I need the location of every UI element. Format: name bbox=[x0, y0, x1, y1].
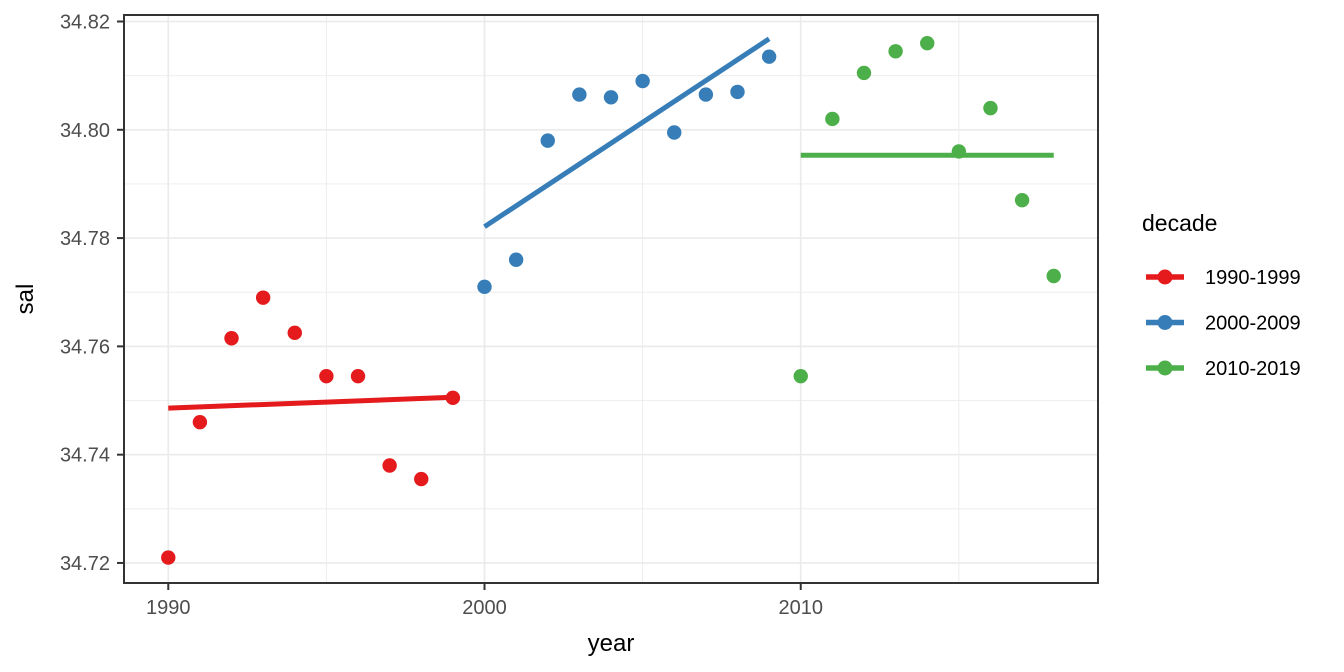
y-tick-label: 34.80 bbox=[60, 120, 110, 142]
trend-line-1990-1999 bbox=[168, 394, 453, 411]
data-point bbox=[192, 414, 208, 430]
legend-key-point bbox=[1157, 360, 1173, 376]
axes: 34.72 34.74 34.76 34.78 34.80 34.82 1990 2000 20… bbox=[60, 11, 823, 619]
legend-title: decade bbox=[1142, 210, 1217, 236]
trend-line-2000-2009 bbox=[483, 36, 771, 229]
data-layer bbox=[161, 35, 1061, 565]
y-tick-label: 34.74 bbox=[60, 445, 110, 467]
data-point bbox=[414, 471, 429, 487]
data-point bbox=[350, 368, 366, 384]
data-point bbox=[287, 325, 302, 341]
data-point bbox=[224, 331, 239, 346]
legend-entry-label: 2010-2019 bbox=[1205, 358, 1301, 380]
data-point bbox=[856, 65, 872, 81]
gridlines bbox=[124, 15, 1098, 583]
x-tick-label: 2000 bbox=[462, 597, 507, 619]
x-axis-title: year bbox=[588, 630, 635, 657]
data-point bbox=[888, 44, 903, 59]
data-point bbox=[477, 279, 492, 295]
data-point bbox=[603, 90, 619, 105]
data-point bbox=[161, 550, 176, 565]
data-point bbox=[255, 290, 271, 305]
y-axis-title: sal bbox=[12, 284, 39, 315]
y-tick-label: 34.82 bbox=[60, 11, 110, 33]
data-point bbox=[761, 49, 777, 64]
data-point bbox=[825, 111, 840, 127]
data-point bbox=[540, 133, 555, 148]
data-point bbox=[698, 87, 714, 102]
legend-entry-label: 1990-1999 bbox=[1205, 267, 1301, 289]
y-tick-label: 34.72 bbox=[60, 553, 110, 575]
data-point bbox=[983, 100, 998, 116]
y-tick-label: 34.78 bbox=[60, 228, 110, 250]
data-point bbox=[1046, 268, 1061, 284]
legend-key-point bbox=[1157, 315, 1173, 330]
data-point bbox=[445, 390, 461, 406]
legend-key-point bbox=[1157, 269, 1173, 285]
plot-panel-border bbox=[123, 14, 1099, 584]
data-point bbox=[635, 73, 650, 89]
data-point bbox=[572, 87, 587, 102]
data-point bbox=[319, 368, 334, 384]
legend: 1990-1999 2000-2009 2010-2019 bbox=[1146, 267, 1301, 380]
data-point bbox=[920, 35, 935, 51]
y-tick-label: 34.76 bbox=[60, 336, 110, 358]
data-point bbox=[667, 125, 682, 140]
x-tick-label: 2010 bbox=[778, 597, 823, 619]
data-point bbox=[508, 252, 524, 267]
data-point bbox=[382, 458, 397, 473]
legend-entry-label: 2000-2009 bbox=[1205, 313, 1301, 335]
x-tick-label: 1990 bbox=[146, 597, 191, 619]
data-point bbox=[793, 368, 808, 384]
data-point bbox=[730, 84, 745, 100]
data-point bbox=[951, 144, 967, 159]
data-point bbox=[1014, 192, 1030, 208]
